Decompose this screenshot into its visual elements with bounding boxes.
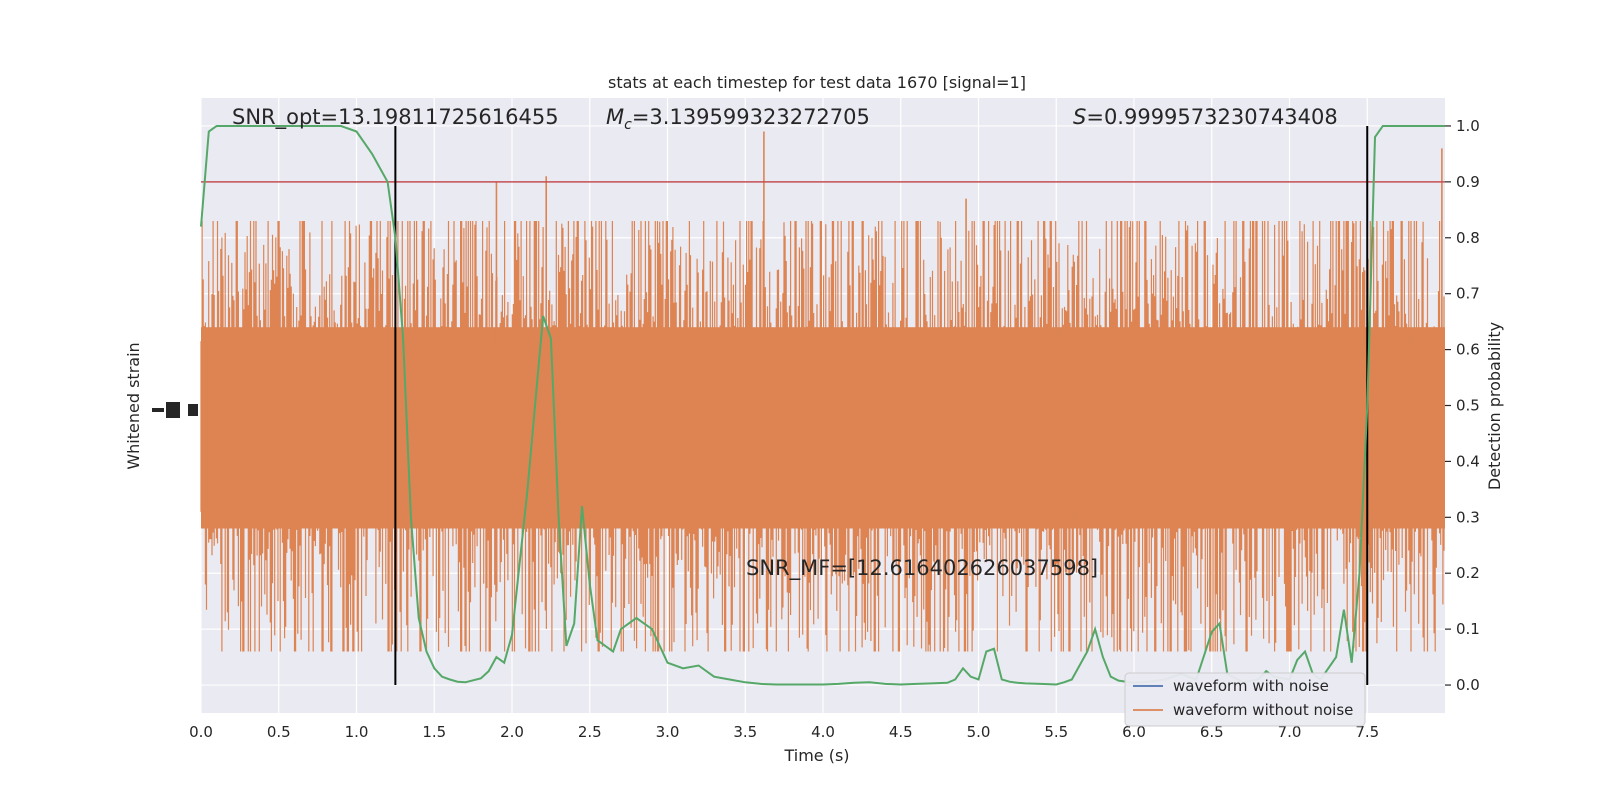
- chirp-mass-symbol: M: [606, 105, 624, 129]
- x-tick-label: 5.0: [967, 723, 991, 741]
- left-tick-block: [188, 404, 198, 416]
- x-tick-label: 2.0: [500, 723, 524, 741]
- legend-label-waveform-without-noise: waveform without noise: [1173, 701, 1353, 719]
- y-axis-label-right: Detection probability: [1485, 322, 1504, 490]
- y-tick-label: 0.6: [1456, 341, 1480, 359]
- waveform-without-noise-trace: [200, 221, 1445, 652]
- x-tick-label: 7.0: [1278, 723, 1302, 741]
- left-tick-block: [166, 402, 180, 418]
- s-symbol: S: [1073, 105, 1086, 129]
- chirp-mass-value: =3.139599323272705: [632, 105, 870, 129]
- left-axis-mark: [152, 402, 198, 418]
- legend-label-waveform-with-noise: waveform with noise: [1173, 677, 1329, 695]
- x-tick-label: 4.5: [889, 723, 913, 741]
- y-tick-label: 0.5: [1456, 397, 1480, 415]
- chart-title: stats at each timestep for test data 167…: [608, 73, 1026, 92]
- s-annotation: S=0.9999573230743408: [1073, 105, 1338, 129]
- x-tick-label: 3.0: [656, 723, 680, 741]
- x-axis-ticks: 0.0 0.5 1.0 1.5 2.0 2.5 3.0 3.5 4.0 4.5 5.0 5.5 6.0 6…: [189, 723, 1379, 741]
- y-tick-label: 0.3: [1456, 508, 1480, 526]
- x-tick-label: 7.5: [1355, 723, 1379, 741]
- chirp-mass-annotation: Mc=3.139599323272705: [606, 105, 870, 133]
- y-axis-label-left: Whitened strain: [124, 342, 143, 469]
- y-tick-label: 0.0: [1456, 676, 1480, 694]
- x-axis-label: Time (s): [783, 746, 849, 765]
- x-tick-label: 5.5: [1044, 723, 1068, 741]
- x-tick-label: 6.0: [1122, 723, 1146, 741]
- s-value: =0.9999573230743408: [1086, 105, 1337, 129]
- x-tick-label: 0.0: [189, 723, 213, 741]
- left-tick-block: [152, 408, 164, 412]
- y-tick-label: 0.9: [1456, 173, 1480, 191]
- x-tick-label: 6.5: [1200, 723, 1224, 741]
- x-tick-label: 2.5: [578, 723, 602, 741]
- snr-opt-annotation: SNR_opt=13.19811725616455: [232, 105, 559, 130]
- legend-box: [1124, 672, 1366, 727]
- x-tick-label: 1.0: [345, 723, 369, 741]
- x-tick-label: 3.5: [733, 723, 757, 741]
- snr-mf-annotation: SNR_MF=[12.616402626037598]: [746, 556, 1098, 581]
- y-tick-label: 0.2: [1456, 564, 1480, 582]
- y-tick-label: 0.4: [1456, 452, 1480, 470]
- x-tick-label: 0.5: [267, 723, 291, 741]
- x-tick-label: 4.0: [811, 723, 835, 741]
- chirp-mass-subscript: c: [624, 117, 632, 133]
- legend: waveform with noise waveform without noi…: [1124, 672, 1366, 727]
- y-tick-label: 0.8: [1456, 229, 1480, 247]
- y-tick-label: 0.1: [1456, 620, 1480, 638]
- x-tick-label: 1.5: [422, 723, 446, 741]
- y-tick-label: 0.7: [1456, 285, 1480, 303]
- y-tick-label: 1.0: [1456, 117, 1480, 135]
- y-right-axis-ticks: 0.0 0.1 0.2 0.3 0.4 0.5 0.6 0.7 0.8 0.9 1.0: [1445, 117, 1480, 694]
